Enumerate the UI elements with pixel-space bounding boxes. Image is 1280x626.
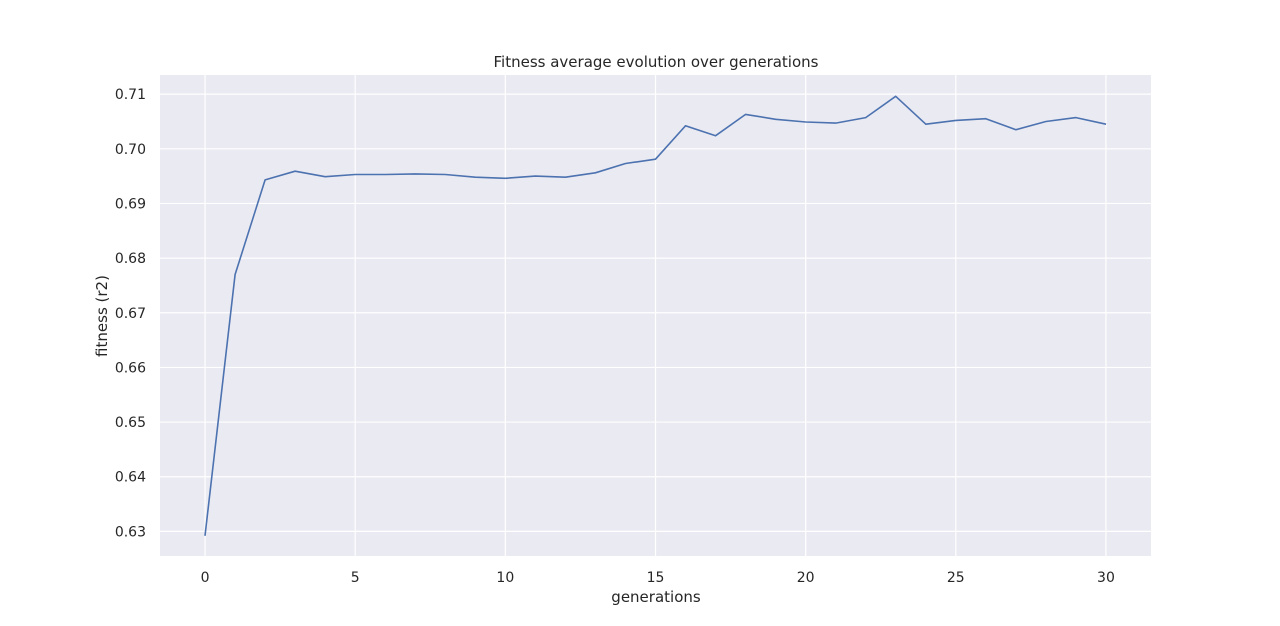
series-layer xyxy=(204,95,1107,536)
x-axis-label: generations xyxy=(611,588,701,606)
y-axis-label: fitness (r2) xyxy=(93,275,111,357)
y-tick-label: 0.65 xyxy=(115,415,146,431)
y-tick-label: 0.71 xyxy=(115,87,146,103)
series-line xyxy=(204,95,1107,536)
grid-lines xyxy=(160,75,1151,556)
y-tick-label: 0.67 xyxy=(115,306,146,322)
x-tick-label: 20 xyxy=(797,570,815,586)
y-tick-label: 0.70 xyxy=(115,142,146,158)
y-tick-label: 0.63 xyxy=(115,524,146,540)
y-tick-label: 0.66 xyxy=(115,360,146,376)
y-tick-label: 0.69 xyxy=(115,196,146,212)
x-tick-label: 15 xyxy=(647,570,665,586)
chart-title: Fitness average evolution over generatio… xyxy=(494,53,819,71)
y-tick-labels: 0.63 0.64 0.65 0.66 0.67 0.68 0.69 0.70 0.71 xyxy=(115,87,146,540)
x-tick-label: 5 xyxy=(351,570,360,586)
x-tick-label: 0 xyxy=(201,570,210,586)
y-tick-label: 0.68 xyxy=(115,251,146,267)
x-tick-labels: 0 5 10 15 20 25 30 xyxy=(201,570,1115,586)
x-tick-label: 25 xyxy=(947,570,965,586)
x-tick-label: 10 xyxy=(496,570,514,586)
x-tick-label: 30 xyxy=(1097,570,1115,586)
y-tick-label: 0.64 xyxy=(115,470,146,486)
